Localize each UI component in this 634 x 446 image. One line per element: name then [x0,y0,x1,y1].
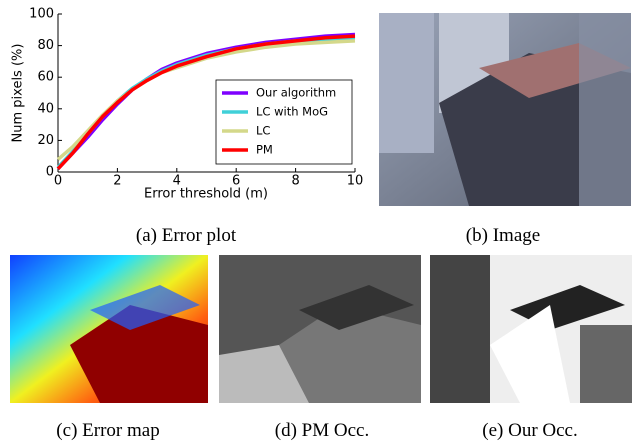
x-tick-label: 4 [173,174,181,189]
caption: (e) Our Occ. [482,420,577,442]
photo [379,13,631,206]
x-tick-label: 0 [54,174,62,189]
y-tick-label: 80 [37,38,54,53]
our-occlusion [430,255,632,403]
y-tick-label: 0 [46,165,54,180]
y-axis-label: Num pixels (%) [11,44,26,143]
y-tick-label: 40 [37,101,54,116]
caption: (c) Error map [56,420,159,442]
y-tick-label: 60 [37,70,54,85]
caption: (a) Error plot [136,225,236,247]
legend-label: LC with MoG [256,105,328,119]
legend-label: PM [256,143,273,157]
y-tick-label: 100 [29,7,54,22]
figure: Error threshold (m) Num pixels (%) 02040… [0,0,634,446]
caption: (b) Image [466,225,540,247]
pm-occlusion [219,255,421,403]
x-tick-label: 6 [232,174,240,189]
x-axis-label: Error threshold (m) [144,187,268,202]
legend-label: Our algorithm [256,86,336,100]
x-tick-label: 10 [347,174,364,189]
error-map [10,255,208,403]
chart: Error threshold (m) Num pixels (%) 02040… [0,0,370,215]
caption: (d) PM Occ. [275,420,369,442]
y-tick-label: 20 [37,133,54,148]
x-tick-label: 2 [113,174,121,189]
legend-label: LC [256,124,270,138]
x-tick-label: 8 [291,174,299,189]
